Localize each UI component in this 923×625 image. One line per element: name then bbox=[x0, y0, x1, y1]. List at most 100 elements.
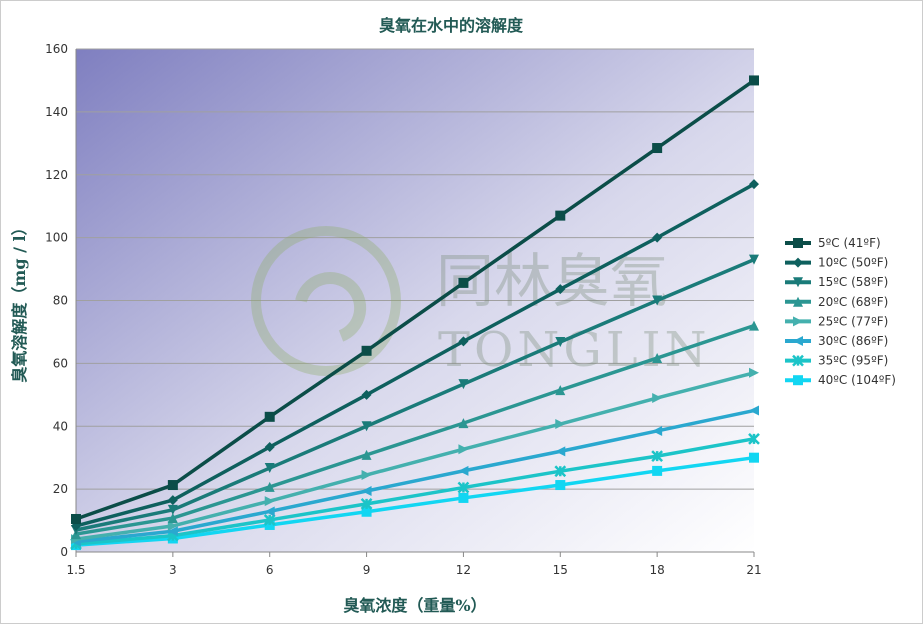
data-point bbox=[457, 481, 470, 494]
x-tick-label: 21 bbox=[746, 563, 761, 577]
data-point bbox=[264, 411, 275, 422]
data-point bbox=[167, 480, 178, 491]
data-point bbox=[167, 495, 178, 506]
series-line bbox=[75, 408, 755, 544]
data-point bbox=[749, 367, 759, 378]
data-point bbox=[361, 389, 372, 400]
series bbox=[71, 320, 759, 540]
y-tick-label: 120 bbox=[45, 168, 68, 182]
legend-label: 40ºC (104ºF) bbox=[818, 373, 896, 387]
data-point bbox=[749, 75, 759, 86]
data-point bbox=[749, 254, 759, 265]
data-point bbox=[555, 419, 566, 430]
data-point bbox=[458, 465, 469, 476]
data-point bbox=[361, 506, 372, 517]
data-point bbox=[554, 465, 567, 478]
data-point bbox=[793, 238, 803, 248]
y-axis-label: 臭氧溶解度（mg / l） bbox=[10, 219, 29, 382]
x-tick-label: 6 bbox=[266, 563, 274, 577]
data-point bbox=[458, 277, 469, 288]
data-point bbox=[749, 405, 759, 416]
series bbox=[70, 432, 760, 550]
data-point bbox=[793, 296, 803, 307]
data-point bbox=[71, 513, 81, 524]
data-point bbox=[555, 446, 566, 457]
data-point bbox=[361, 469, 372, 480]
series-line bbox=[75, 437, 755, 546]
legend-item: 20ºC (68ºF) bbox=[785, 295, 888, 309]
series-line bbox=[75, 371, 755, 541]
y-tick-label: 20 bbox=[53, 482, 68, 496]
watermark-logo: 同林臭氧 TONGLIN bbox=[251, 226, 707, 378]
series-line bbox=[75, 323, 755, 536]
data-point bbox=[458, 336, 469, 347]
legend-item: 35ºC (95ºF) bbox=[785, 354, 888, 368]
data-point bbox=[264, 506, 275, 517]
data-point bbox=[793, 375, 803, 386]
svg-text:同林臭氧: 同林臭氧 bbox=[436, 247, 668, 315]
legend-item: 25ºC (77ºF) bbox=[785, 314, 888, 328]
data-point bbox=[652, 392, 663, 403]
y-tick-label: 0 bbox=[60, 545, 68, 559]
x-tick-label: 1.5 bbox=[66, 563, 85, 577]
x-tick-label: 18 bbox=[650, 563, 665, 577]
data-point bbox=[264, 519, 275, 530]
data-point bbox=[652, 295, 663, 306]
y-tick-label: 140 bbox=[45, 105, 68, 119]
data-point bbox=[749, 179, 759, 190]
data-point bbox=[793, 316, 803, 327]
data-point bbox=[167, 520, 178, 531]
data-point bbox=[651, 450, 664, 462]
data-point bbox=[793, 257, 803, 268]
data-point bbox=[749, 320, 759, 331]
legend-label: 20ºC (68ºF) bbox=[818, 295, 888, 309]
y-tick-label: 160 bbox=[45, 42, 68, 56]
data-point bbox=[167, 513, 178, 524]
legend-label: 30ºC (86ºF) bbox=[818, 334, 888, 348]
legend-item: 5ºC (41ºF) bbox=[785, 236, 881, 250]
data-point bbox=[264, 463, 275, 474]
data-point bbox=[361, 486, 372, 497]
y-tick-label: 100 bbox=[45, 231, 68, 245]
legend-item: 30ºC (86ºF) bbox=[785, 334, 888, 348]
series-line bbox=[75, 455, 755, 547]
data-point bbox=[555, 385, 566, 396]
data-point bbox=[458, 379, 469, 390]
data-point bbox=[748, 432, 760, 445]
data-point bbox=[167, 504, 178, 515]
legend-label: 10ºC (50ºF) bbox=[818, 256, 888, 270]
data-point bbox=[264, 481, 275, 492]
data-point bbox=[555, 284, 566, 295]
data-point bbox=[263, 514, 276, 526]
legend-item: 40ºC (104ºF) bbox=[785, 373, 896, 387]
x-tick-label: 15 bbox=[553, 563, 568, 577]
data-point bbox=[361, 345, 372, 356]
legend-item: 15ºC (58ºF) bbox=[785, 275, 888, 289]
data-point bbox=[555, 336, 566, 347]
y-tick-label: 40 bbox=[53, 419, 68, 433]
data-point bbox=[458, 418, 469, 429]
x-tick-label: 9 bbox=[363, 563, 371, 577]
data-point bbox=[652, 425, 663, 436]
y-tick-label: 80 bbox=[53, 294, 68, 308]
series bbox=[71, 367, 759, 545]
legend-label: 15ºC (58ºF) bbox=[818, 275, 888, 289]
data-point bbox=[793, 277, 803, 288]
data-point bbox=[555, 210, 566, 221]
data-point bbox=[652, 143, 663, 154]
legend-item: 10ºC (50ºF) bbox=[785, 256, 888, 270]
data-point bbox=[360, 498, 373, 510]
data-point bbox=[652, 232, 663, 243]
series bbox=[71, 75, 759, 524]
data-point bbox=[652, 353, 663, 364]
data-point bbox=[555, 480, 566, 491]
data-point bbox=[361, 449, 372, 460]
legend-label: 25ºC (77ºF) bbox=[818, 314, 888, 328]
series-line bbox=[75, 79, 756, 521]
data-point bbox=[264, 496, 275, 507]
chart-title: 臭氧在水中的溶解度 bbox=[379, 16, 524, 35]
x-tick-label: 3 bbox=[169, 563, 177, 577]
data-point bbox=[749, 452, 759, 463]
